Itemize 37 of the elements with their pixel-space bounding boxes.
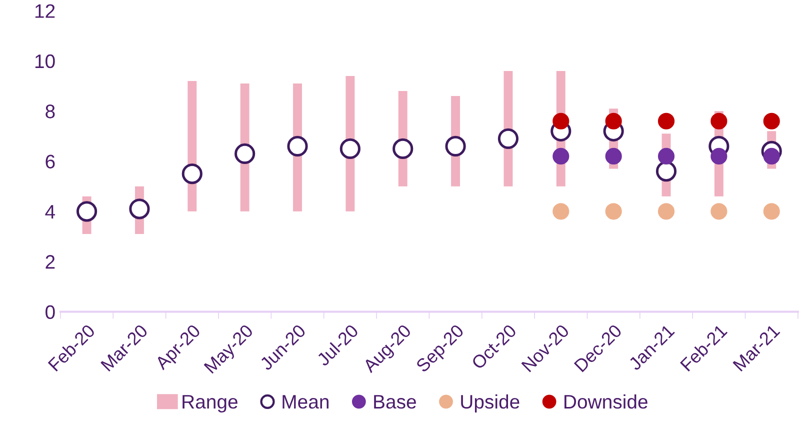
- point: [552, 112, 570, 130]
- y-tick-label: 2: [46, 255, 55, 269]
- legend-label: Downside: [564, 394, 648, 409]
- legend-label: Range: [182, 395, 238, 412]
- y-tick-label: 0: [46, 305, 55, 319]
- point: [76, 201, 98, 222]
- y-tick-label: 4: [45, 205, 56, 218]
- point: [656, 160, 677, 182]
- point: [763, 112, 780, 130]
- point: [552, 148, 570, 165]
- point: [498, 128, 519, 149]
- point: [234, 143, 256, 164]
- point: [605, 112, 622, 130]
- point: [763, 148, 780, 165]
- y-tick-label: 10: [35, 54, 55, 68]
- point: [287, 136, 308, 157]
- point: [763, 203, 780, 220]
- point: [710, 112, 728, 130]
- point: [392, 138, 414, 160]
- point: [552, 203, 570, 220]
- point: [710, 148, 728, 165]
- legend-label: Mean: [282, 395, 328, 409]
- point: [605, 203, 622, 220]
- point: [658, 112, 675, 130]
- legend-label: Base: [374, 395, 416, 409]
- y-tick-label: 12: [35, 4, 55, 18]
- point: [182, 163, 202, 184]
- point: [605, 148, 622, 165]
- point: [658, 148, 675, 165]
- legend-label: Upside: [461, 394, 520, 412]
- point: [658, 203, 675, 220]
- point: [710, 203, 728, 220]
- point: [445, 136, 466, 157]
- y-tick-label: 6: [46, 154, 55, 168]
- point: [129, 198, 150, 220]
- y-tick-label: 8: [46, 104, 55, 118]
- point: [340, 138, 360, 160]
